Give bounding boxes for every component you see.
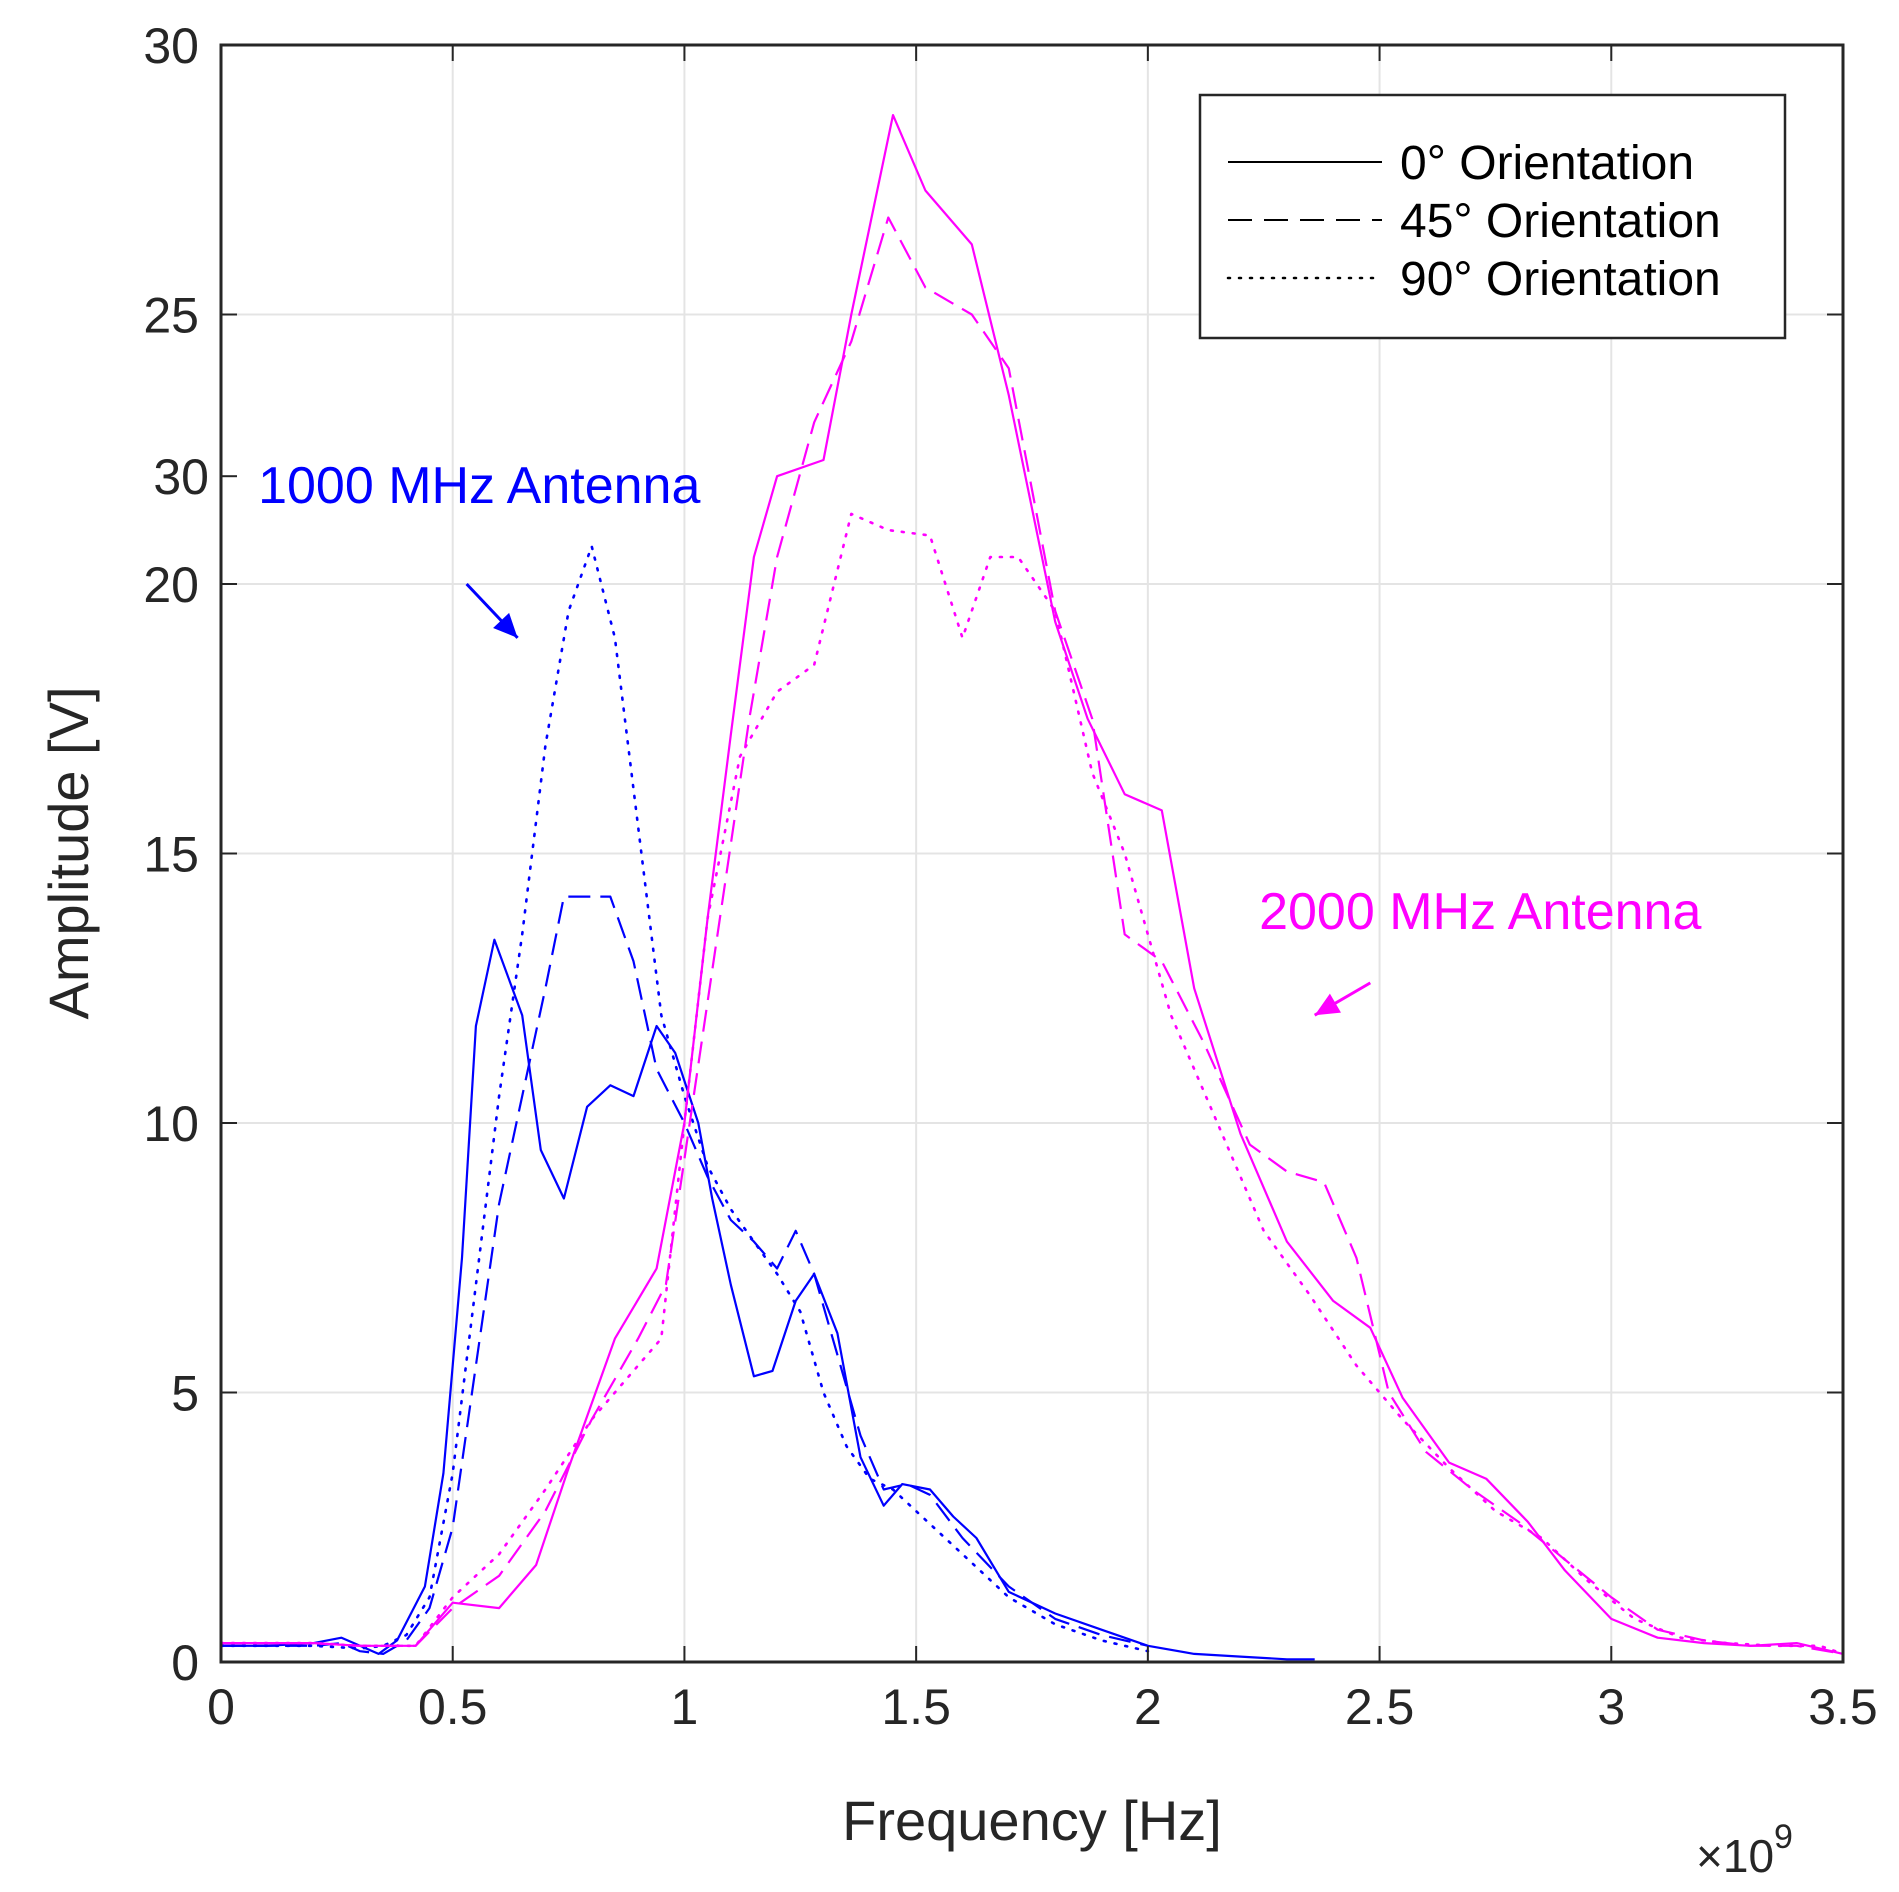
y-tick-label: 20 bbox=[143, 557, 199, 613]
x-axis-title: Frequency [Hz] bbox=[842, 1789, 1222, 1852]
x-axis-exponent-base: ×10 bbox=[1696, 1830, 1774, 1882]
x-tick-label: 3.5 bbox=[1808, 1679, 1878, 1735]
x-tick-label: 0 bbox=[207, 1679, 235, 1735]
legend: 0° Orientation 45° Orientation 90° Orien… bbox=[1198, 93, 1787, 340]
annotation-arrow-head-2 bbox=[1314, 993, 1341, 1016]
series-line-1000-mhz-antenna-90-orientation bbox=[219, 544, 1150, 1653]
x-tick-label: 0.5 bbox=[418, 1679, 488, 1735]
legend-box bbox=[1198, 93, 1787, 340]
y-tick-label: 5 bbox=[171, 1366, 199, 1422]
x-axis-exponent: ×109 bbox=[1696, 1818, 1793, 1882]
annotation-2000-mhz-antenna: 2000 MHz Antenna bbox=[1259, 883, 1701, 941]
x-tick-label: 1 bbox=[671, 1679, 699, 1735]
x-axis-exponent-power: 9 bbox=[1774, 1818, 1793, 1856]
legend-label-0-orientation: 0° Orientation bbox=[1400, 137, 1694, 190]
legend-label-90-orientation: 90° Orientation bbox=[1400, 253, 1721, 306]
annotation-arrow-head-1 bbox=[493, 612, 518, 638]
y-axis-title: Amplitude [V] bbox=[37, 686, 100, 1019]
series-line-2000-mhz-antenna-90-orientation bbox=[219, 512, 1845, 1656]
legend-label-45-orientation: 45° Orientation bbox=[1400, 195, 1721, 248]
annotations: 1000 MHz Antenna 2000 MHz Antenna bbox=[258, 457, 1701, 1017]
series-line-1000-mhz-antenna-45-orientation bbox=[221, 895, 1149, 1656]
series-line-2000-mhz-antenna-45-orientation bbox=[221, 216, 1844, 1655]
series-group bbox=[219, 113, 1845, 1661]
y-tick-label: 25 bbox=[143, 288, 199, 344]
x-tick-label: 3 bbox=[1597, 1679, 1625, 1735]
y-tick-label: 30 bbox=[143, 18, 199, 74]
y-tick-label: 0 bbox=[171, 1635, 199, 1691]
x-tick-label: 2.5 bbox=[1345, 1679, 1415, 1735]
axis-ticks: 0 0.5 1 1.5 2 2.5 3 3.5 0 5 10 15 20 25 30 30 bbox=[143, 18, 1877, 1735]
x-tick-label: 2 bbox=[1134, 1679, 1162, 1735]
series-line-2000-mhz-antenna-0-orientation bbox=[221, 113, 1844, 1655]
y-tick-label: 10 bbox=[143, 1096, 199, 1152]
stray-y-tick-label: 30 bbox=[153, 449, 209, 505]
x-tick-label: 1.5 bbox=[881, 1679, 951, 1735]
y-tick-label: 15 bbox=[143, 827, 199, 883]
annotation-1000-mhz-antenna: 1000 MHz Antenna bbox=[258, 457, 700, 515]
